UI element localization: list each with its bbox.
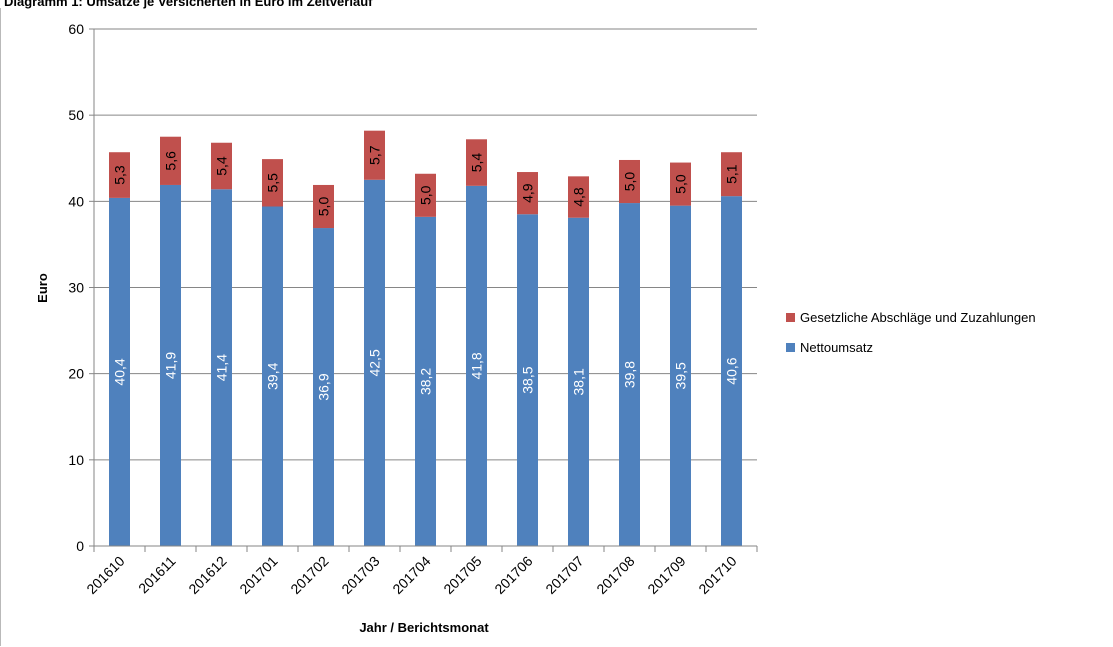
x-tick-label: 201703 <box>338 553 382 597</box>
legend-label: Nettoumsatz <box>800 340 873 355</box>
legend-label: Gesetzliche Abschläge und Zuzahlungen <box>800 310 1036 325</box>
data-label: 5,0 <box>316 197 332 217</box>
bar-abschlaege <box>619 159 640 204</box>
chart-frame <box>0 8 1112 646</box>
data-label: 38,2 <box>418 368 434 395</box>
y-tick-label: 60 <box>68 21 84 37</box>
legend-swatch <box>786 343 795 352</box>
bar-abschlaege <box>466 139 487 186</box>
data-label: 5,0 <box>622 172 638 192</box>
y-tick-label: 0 <box>76 538 84 554</box>
y-axis-label: Euro <box>35 273 50 303</box>
x-tick-label: 201611 <box>135 553 179 597</box>
bar-nettoumsatz <box>262 206 283 546</box>
x-tick-label: 201612 <box>185 553 229 597</box>
y-tick-label: 40 <box>68 193 84 209</box>
data-label: 39,5 <box>673 362 689 389</box>
data-label: 5,6 <box>163 151 179 171</box>
y-tick-label: 50 <box>68 107 84 123</box>
bar-nettoumsatz <box>517 214 538 546</box>
data-label: 5,0 <box>673 174 689 194</box>
data-label: 5,4 <box>214 156 230 176</box>
data-label: 42,5 <box>367 349 383 376</box>
x-tick-label: 201610 <box>83 553 127 597</box>
x-tick-label: 201705 <box>440 553 484 597</box>
bar-abschlaege <box>211 142 232 190</box>
data-label: 4,8 <box>571 187 587 207</box>
x-tick-label: 201701 <box>236 553 280 597</box>
data-label: 40,4 <box>112 358 128 385</box>
bar-abschlaege <box>160 136 181 185</box>
data-label: 41,8 <box>469 352 485 379</box>
data-label: 39,8 <box>622 361 638 388</box>
x-tick-label: 201702 <box>287 553 331 597</box>
chart-title: Diagramm 1: Umsätze je Versicherten in E… <box>4 0 373 9</box>
legend: Gesetzliche Abschläge und Zuzahlungen Net… <box>786 310 1036 355</box>
data-label: 5,4 <box>469 153 485 173</box>
bar-abschlaege <box>670 162 691 206</box>
bar-nettoumsatz <box>466 185 487 546</box>
bar-nettoumsatz <box>364 179 385 546</box>
x-tick-label: 201708 <box>593 553 637 597</box>
data-label: 4,9 <box>520 183 536 203</box>
data-label: 40,6 <box>724 357 740 384</box>
bar-nettoumsatz <box>313 228 334 547</box>
bar-abschlaege <box>313 184 334 229</box>
data-label: 5,5 <box>265 173 281 193</box>
y-tick-label: 20 <box>68 366 84 382</box>
data-label: 41,4 <box>214 354 230 381</box>
bar-abschlaege <box>364 130 385 180</box>
data-label: 38,5 <box>520 366 536 393</box>
bar-abschlaege <box>721 152 742 197</box>
bar-abschlaege <box>517 172 538 215</box>
bar-abschlaege <box>262 159 283 207</box>
data-label: 5,1 <box>724 164 740 184</box>
data-label: 41,9 <box>163 352 179 379</box>
x-axis-label: Jahr / Berichtsmonat <box>359 620 489 635</box>
x-tick-label: 201706 <box>491 553 535 597</box>
bar-nettoumsatz <box>109 197 130 547</box>
y-tick-label: 10 <box>68 452 84 468</box>
bar-nettoumsatz <box>211 189 232 546</box>
bar-abschlaege <box>415 173 436 217</box>
bar-nettoumsatz <box>670 205 691 546</box>
x-tick-label: 201704 <box>389 553 433 597</box>
data-label: 5,3 <box>112 165 128 185</box>
bar-nettoumsatz <box>160 184 181 546</box>
x-tick-label: 201707 <box>542 553 586 597</box>
bar-abschlaege <box>568 176 589 218</box>
bar-nettoumsatz <box>619 203 640 546</box>
data-label: 38,1 <box>571 368 587 395</box>
bar-nettoumsatz <box>415 216 436 547</box>
data-labels: 40,4 5,3 41,9 5,6 41,4 5,4 39,4 5,5 36,9 5,0 42,5 5… <box>112 145 740 400</box>
x-tick-label: 201709 <box>644 553 688 597</box>
x-tick-label: 201710 <box>695 553 739 597</box>
bar-nettoumsatz <box>568 217 589 546</box>
bar-abschlaege <box>109 152 130 198</box>
data-label: 5,7 <box>367 145 383 165</box>
data-label: 36,9 <box>316 373 332 400</box>
data-label: 39,4 <box>265 362 281 389</box>
legend-swatch <box>786 313 795 322</box>
data-label: 5,0 <box>418 185 434 205</box>
y-tick-label: 30 <box>68 280 84 296</box>
bar-nettoumsatz <box>721 196 742 546</box>
bars <box>109 130 742 547</box>
